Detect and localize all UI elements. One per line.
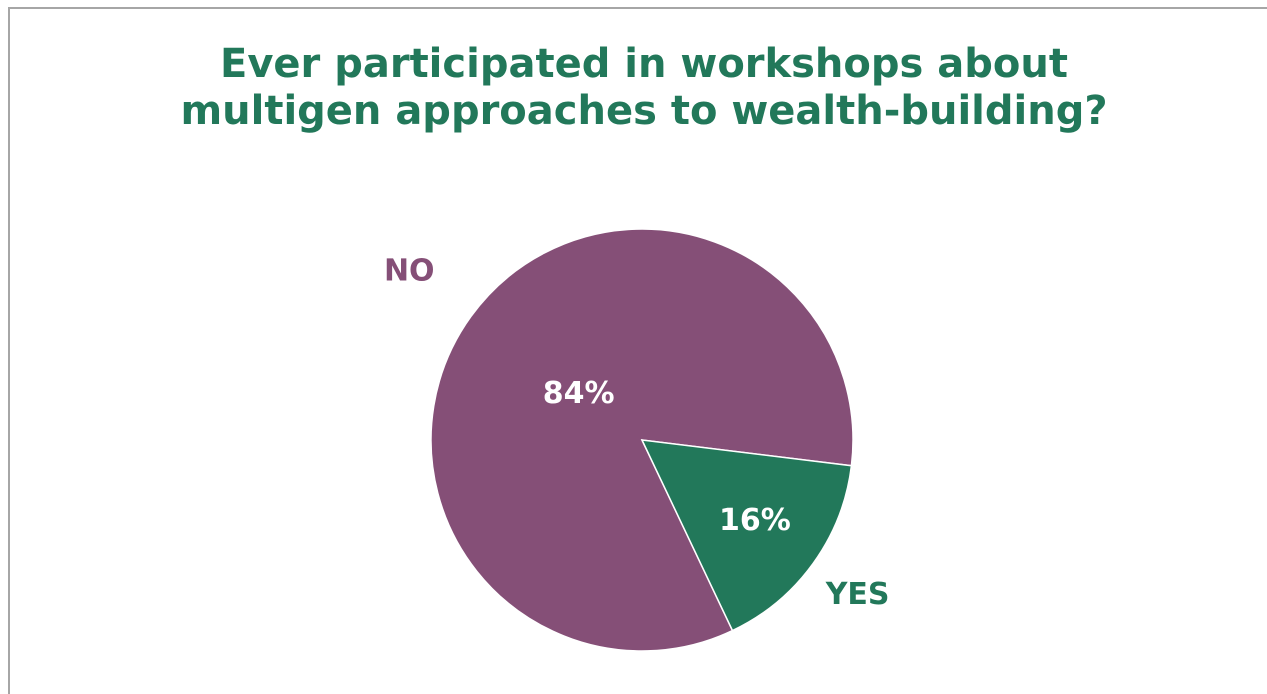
pie-slice bbox=[640, 439, 853, 632]
frame bbox=[8, 7, 1267, 694]
value-label: 16% bbox=[719, 503, 791, 538]
chart-title: Ever participated in workshops about bbox=[220, 41, 1068, 87]
category-label: NO bbox=[384, 254, 435, 289]
category-label: YES bbox=[825, 577, 890, 612]
value-label: 84% bbox=[543, 376, 615, 411]
chart-title: multigen approaches to wealth-building? bbox=[180, 88, 1107, 134]
